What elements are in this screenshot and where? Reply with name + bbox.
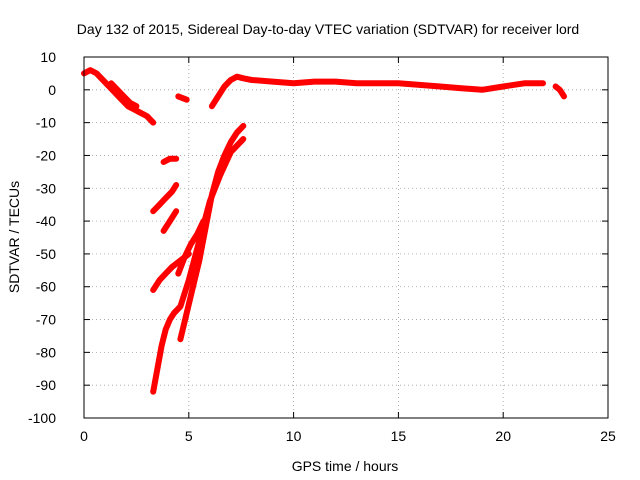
y-axis-label: SDTVAR / TECUs — [6, 181, 22, 293]
series-arc-1 — [81, 67, 157, 126]
chart-title: Day 132 of 2015, Sidereal Day-to-day VTE… — [77, 21, 579, 37]
y-tick-label: -70 — [36, 312, 56, 328]
plot-frame — [83, 56, 609, 419]
x-tick-label: 0 — [80, 428, 88, 444]
x-tick-label: 25 — [600, 428, 616, 444]
x-axis-label: GPS time / hours — [292, 458, 399, 474]
y-tick-label: -20 — [36, 147, 56, 163]
data-series — [81, 67, 567, 395]
x-tick-label: 15 — [391, 428, 407, 444]
series-arc-4 — [160, 155, 180, 165]
series-arc-2 — [108, 80, 140, 110]
y-tick-label: -10 — [36, 115, 56, 131]
y-tick-label: -90 — [36, 377, 56, 393]
series-arc-6 — [160, 208, 180, 234]
series-arc-10 — [177, 122, 247, 343]
y-tick-label: -80 — [36, 344, 56, 360]
x-tick-label: 20 — [495, 428, 511, 444]
series-arc-11 — [208, 73, 546, 110]
axis-ticks: 0 5 10 15 20 25 10 0 -10 -20 -30 -40 -50 -60 -70 -80 -90… — [28, 49, 616, 444]
series-arc-12 — [552, 83, 567, 100]
y-tick-label: -100 — [28, 410, 56, 426]
y-tick-label: -40 — [36, 213, 56, 229]
series-arc-3 — [175, 93, 190, 103]
x-tick-label: 10 — [286, 428, 302, 444]
y-tick-label: -50 — [36, 246, 56, 262]
x-tick-label: 5 — [185, 428, 193, 444]
y-tick-label: 0 — [48, 82, 56, 98]
grid — [84, 57, 608, 418]
y-tick-label: -30 — [36, 180, 56, 196]
y-tick-label: -60 — [36, 279, 56, 295]
series-arc-5 — [150, 182, 180, 215]
y-tick-label: 10 — [40, 49, 56, 65]
